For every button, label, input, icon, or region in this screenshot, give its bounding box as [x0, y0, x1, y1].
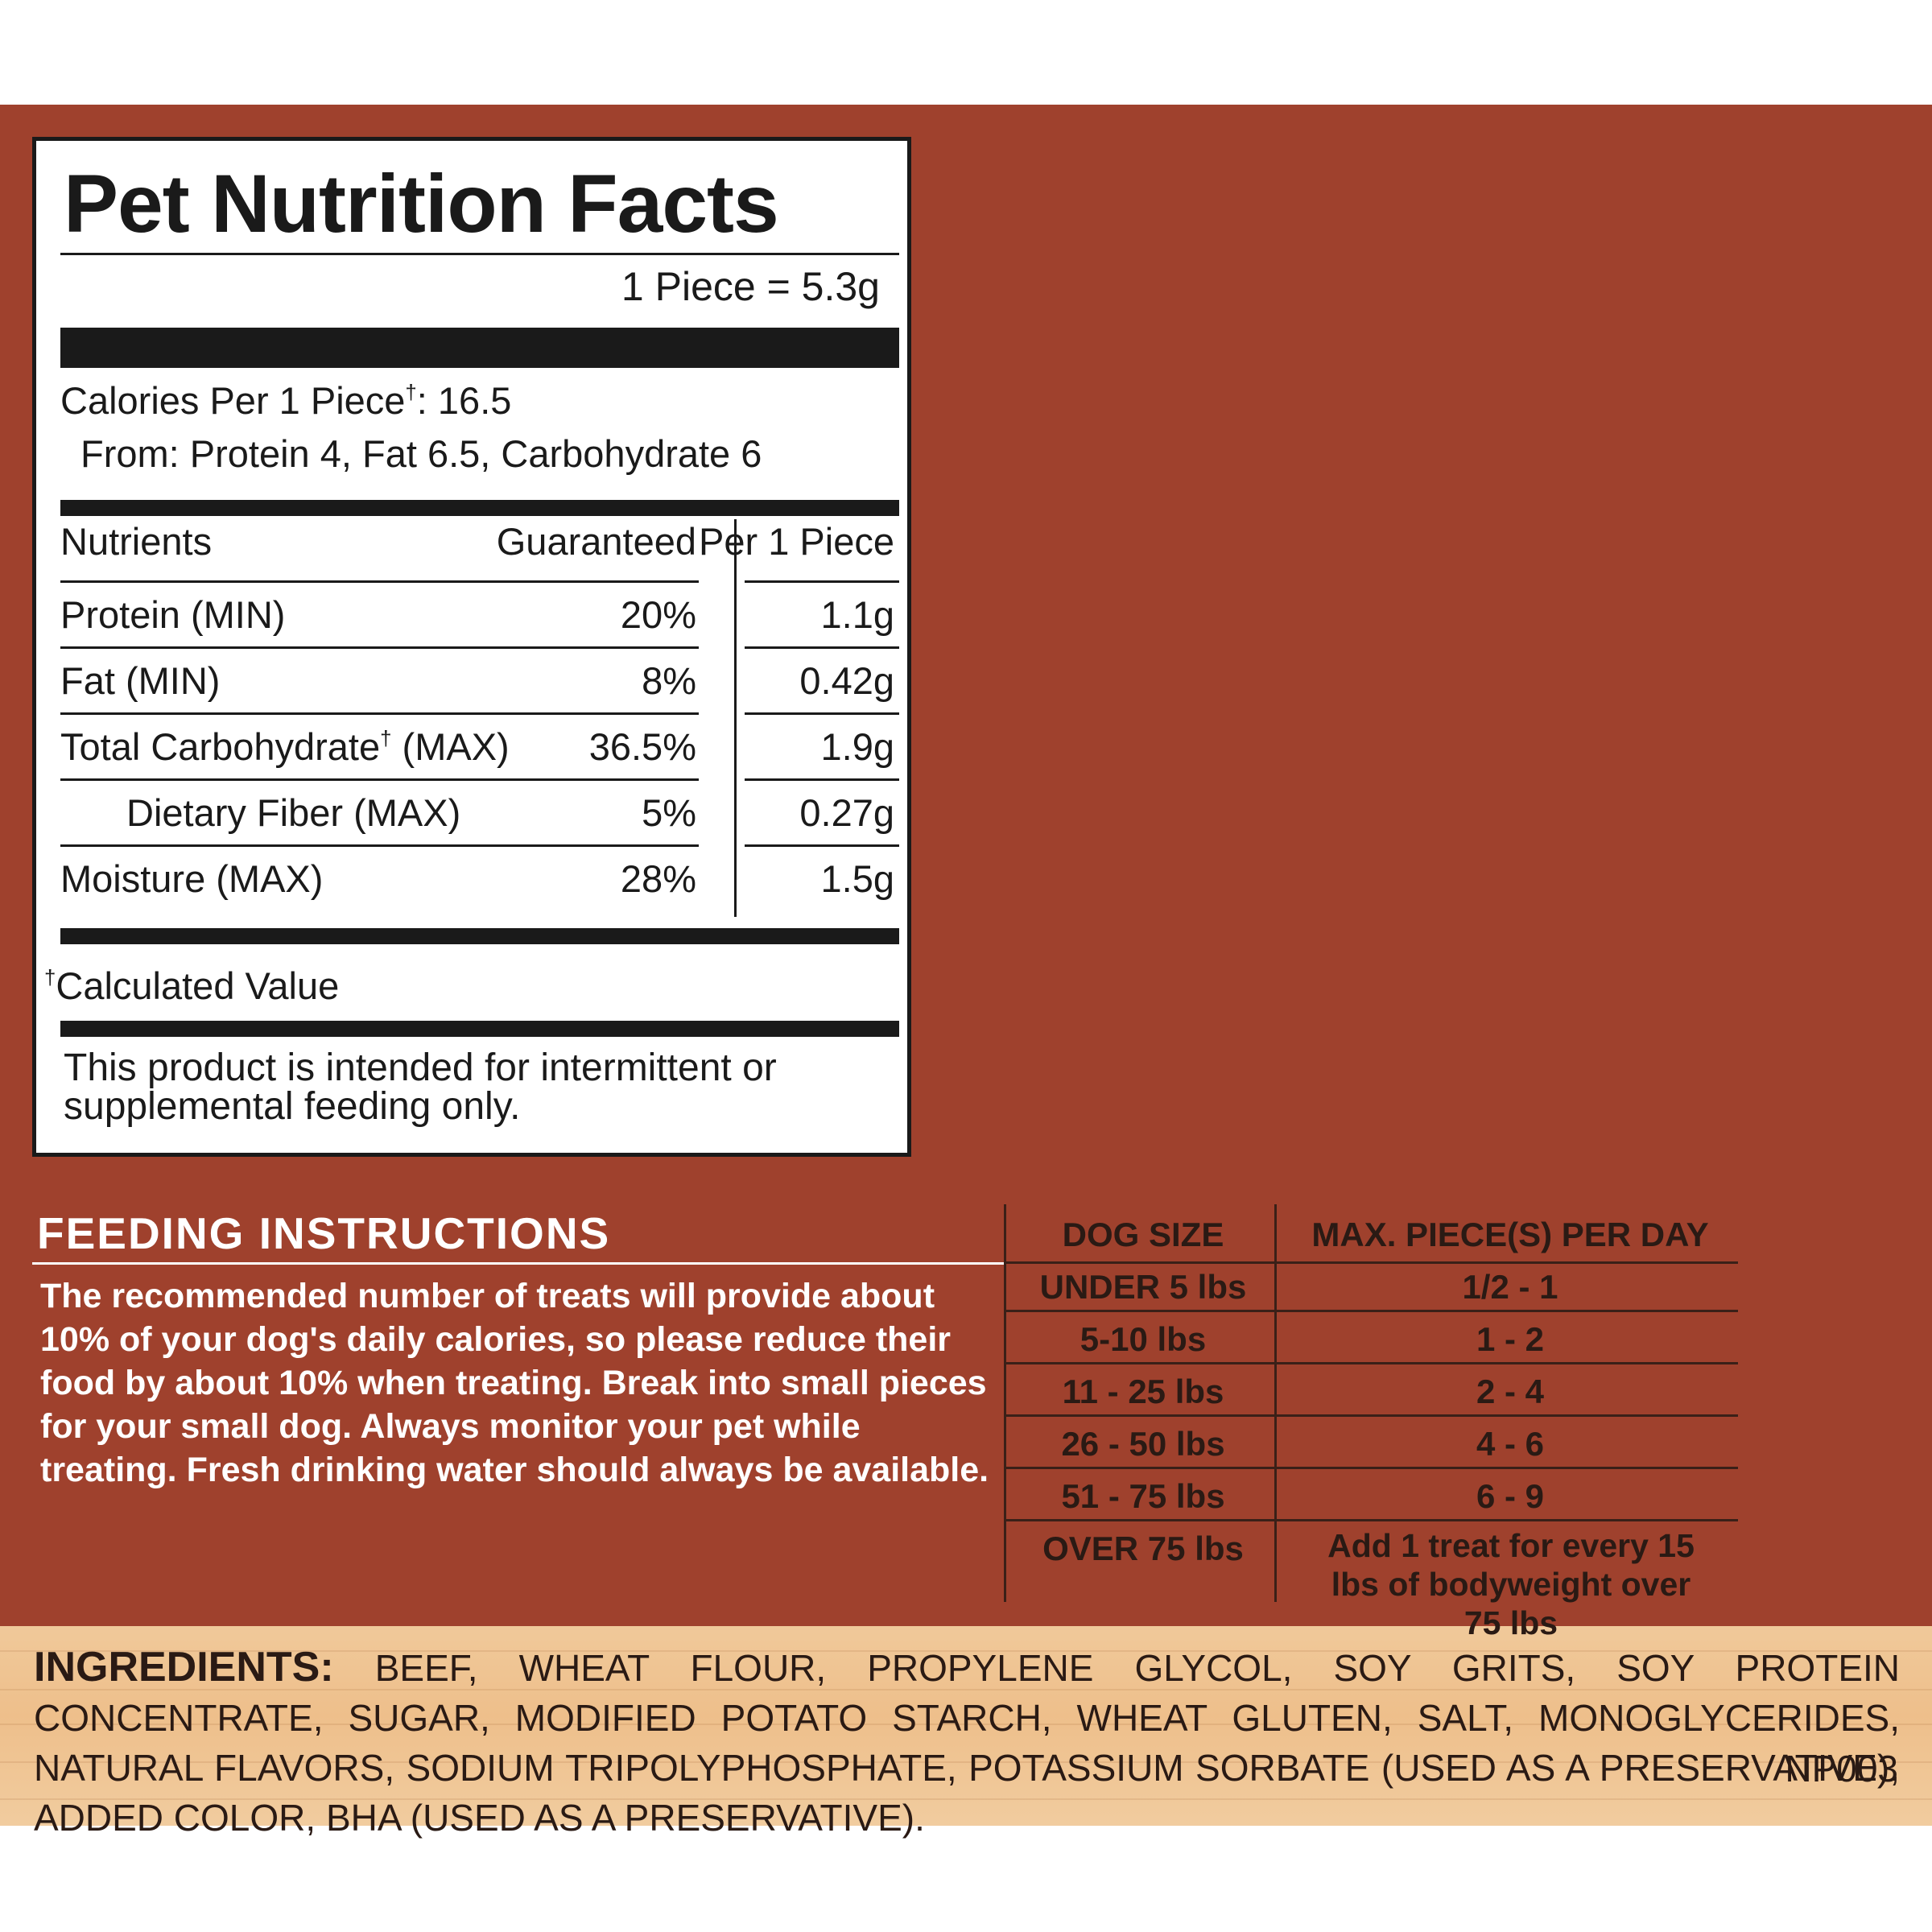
table-row: Protein (MIN) 20% 1.1g	[60, 580, 899, 646]
table-rule	[1004, 1310, 1738, 1312]
medium-divider	[60, 500, 899, 516]
nutrient-qualifier: (MAX)	[391, 725, 510, 768]
feeding-body: The recommended number of treats will pr…	[40, 1277, 989, 1489]
feeding-divider	[32, 1262, 1005, 1265]
per-piece-value: 1.1g	[820, 593, 894, 636]
table-row: Dietary Fiber (MAX) 5% 0.27g	[60, 778, 899, 844]
nutrition-facts-box: Pet Nutrition Facts 1 Piece = 5.3g Calor…	[32, 137, 911, 1157]
max-pieces-cell: 1/2 - 1	[1462, 1268, 1558, 1306]
divider	[60, 253, 899, 255]
dagger-mark: †	[405, 381, 417, 404]
intended-use-statement: This product is intended for intermitten…	[64, 1046, 777, 1128]
header-dog-size: DOG SIZE	[1062, 1216, 1224, 1253]
ingredients-text: BEEF, WHEAT FLOUR, PROPYLENE GLYCOL, SOY…	[34, 1647, 1900, 1839]
table-rule	[1004, 1261, 1738, 1264]
calculated-value-note: †Calculated Value	[44, 964, 339, 1008]
nutrient-name: Fat (MIN)	[60, 659, 221, 702]
dog-size-cell: 11 - 25 lbs	[1062, 1373, 1224, 1410]
guaranteed-value: 28%	[620, 857, 696, 900]
guaranteed-value: 5%	[642, 791, 696, 834]
table-border	[1004, 1204, 1006, 1602]
header-max-pieces: MAX. PIECE(S) PER DAY	[1311, 1216, 1709, 1253]
table-border	[1274, 1204, 1277, 1602]
nutrient-name: Total Carbohydrate	[60, 725, 381, 768]
column-divider	[734, 519, 737, 917]
product-code: NP003	[1785, 1748, 1898, 1790]
table-rule	[1004, 1414, 1738, 1417]
max-pieces-cell: 4 - 6	[1476, 1425, 1545, 1463]
medium-divider	[60, 1021, 899, 1037]
dog-size-cell: 5-10 lbs	[1080, 1320, 1207, 1358]
calories-value: : 16.5	[416, 379, 512, 422]
table-rule	[1004, 1519, 1738, 1521]
guaranteed-value: 8%	[642, 659, 696, 702]
dog-size-cell: 26 - 50 lbs	[1061, 1425, 1225, 1463]
medium-divider	[60, 928, 899, 944]
dog-size-cell: UNDER 5 lbs	[1039, 1268, 1247, 1306]
nutrient-name: Dietary Fiber (MAX)	[126, 791, 461, 834]
table-rule	[1004, 1362, 1738, 1364]
dog-size-cell: 51 - 75 lbs	[1061, 1477, 1225, 1515]
table-row: Fat (MIN) 8% 0.42g	[60, 646, 899, 712]
dog-size-table: DOG SIZE MAX. PIECE(S) PER DAY UNDER 5 l…	[1004, 1204, 1738, 1641]
table-rule	[1004, 1467, 1738, 1469]
dagger-mark: †	[44, 966, 56, 989]
thick-divider	[60, 328, 899, 368]
per-piece-value: 1.9g	[820, 725, 894, 768]
per-piece-value: 0.42g	[799, 659, 894, 702]
dagger-mark: †	[380, 727, 392, 750]
table-row: Total Carbohydrate† (MAX) 36.5% 1.9g	[60, 712, 899, 778]
table-row: Moisture (MAX) 28% 1.5g	[60, 844, 899, 910]
calories-line: Calories Per 1 Piece†: 16.5	[60, 378, 511, 423]
nutrient-name: Protein (MIN)	[60, 593, 286, 636]
feeding-title: FEEDING INSTRUCTIONS	[37, 1208, 611, 1258]
wood-texture-band	[0, 1626, 1932, 1826]
calculated-value-text: Calculated Value	[56, 964, 340, 1007]
guaranteed-value: 36.5%	[588, 725, 696, 768]
calories-label: Calories Per 1 Piece	[60, 379, 406, 422]
calories-from: From: Protein 4, Fat 6.5, Carbohydrate 6	[80, 432, 762, 475]
nutrient-name-line: Total Carbohydrate† (MAX)	[60, 724, 510, 769]
max-pieces-cell: Add 1 treat for every 15 lbs of bodyweig…	[1327, 1527, 1695, 1641]
ingredients-block: INGREDIENTS: BEEF, WHEAT FLOUR, PROPYLEN…	[34, 1642, 1900, 1843]
max-pieces-cell: 1 - 2	[1476, 1320, 1545, 1358]
per-piece-value: 0.27g	[799, 791, 894, 834]
guaranteed-value: 20%	[620, 593, 696, 636]
nutrition-title: Pet Nutrition Facts	[64, 158, 779, 250]
max-pieces-cell: 6 - 9	[1476, 1477, 1545, 1515]
max-pieces-cell: 2 - 4	[1476, 1373, 1545, 1410]
per-piece-value: 1.5g	[820, 857, 894, 900]
ingredients-label: INGREDIENTS:	[34, 1644, 334, 1690]
header-nutrients: Nutrients	[60, 520, 213, 563]
header-per-piece: Per 1 Piece	[699, 520, 894, 563]
dog-size-cell: OVER 75 lbs	[1042, 1530, 1244, 1567]
nutrient-name: Moisture (MAX)	[60, 857, 324, 900]
serving-size: 1 Piece = 5.3g	[621, 264, 880, 309]
header-guaranteed: Guaranteed	[496, 520, 696, 563]
nutrients-table: Nutrients Guaranteed Per 1 Piece Protein…	[60, 519, 899, 922]
